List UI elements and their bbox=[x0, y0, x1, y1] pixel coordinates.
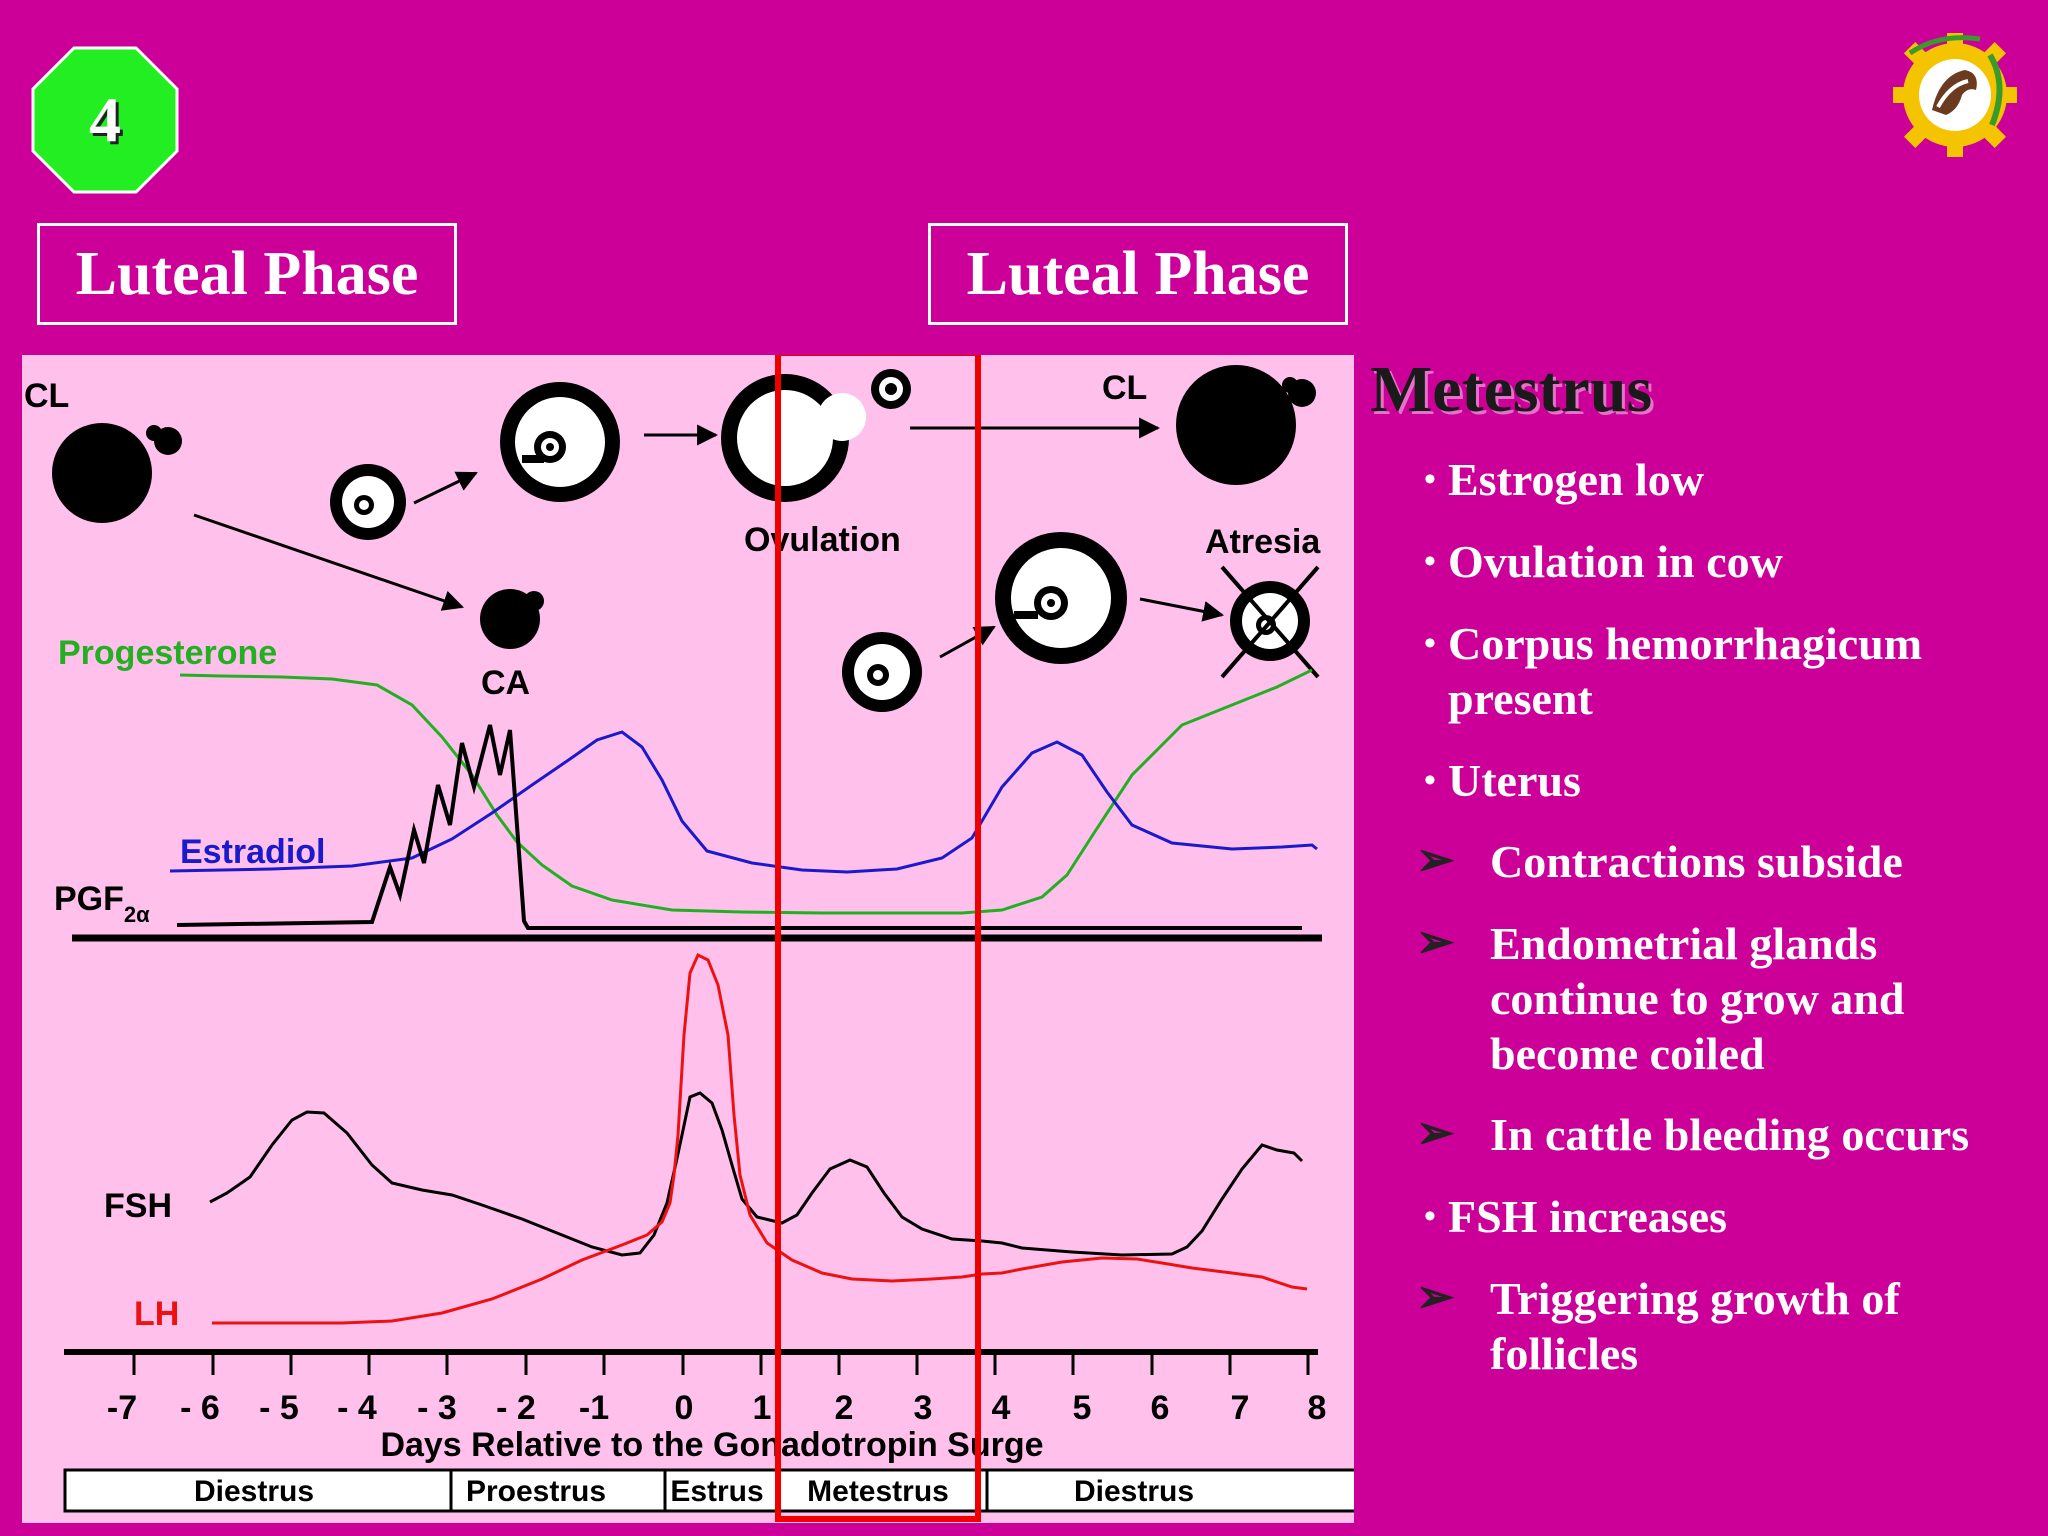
x-tick-label: -7 bbox=[107, 1389, 137, 1427]
x-tick-label: 0 bbox=[675, 1389, 694, 1427]
stage-label: Diestrus bbox=[1074, 1475, 1194, 1508]
stage-label: Proestrus bbox=[466, 1475, 606, 1508]
bullet-item: • Corpus hemorrhagicum present bbox=[1424, 618, 1923, 724]
x-tick-label: 4 bbox=[992, 1389, 1011, 1427]
small-follicle-2 bbox=[842, 632, 922, 712]
arrowhead-bullet-icon: ➢ bbox=[1416, 1107, 1455, 1158]
corpus-luteum-right bbox=[1176, 365, 1316, 485]
bullet-item: • Ovulation in cow bbox=[1424, 536, 1783, 587]
follicle-growth-arrow-3 bbox=[939, 625, 996, 659]
luteal-phase-label-left: Luteal Phase bbox=[37, 223, 457, 325]
ca-label: CA bbox=[481, 664, 530, 702]
regression-arrow bbox=[193, 513, 464, 611]
atretic-follicle bbox=[1220, 565, 1320, 679]
x-tick-label: - 2 bbox=[496, 1389, 536, 1427]
arrowhead-bullet-icon: ➢ bbox=[1416, 834, 1455, 885]
estrous-cycle-diagram: CL CL Ovulation Atresia CA Progesterone … bbox=[22, 355, 1354, 1523]
fsh-label: FSH bbox=[104, 1187, 172, 1225]
x-tick-label: - 5 bbox=[259, 1389, 299, 1427]
atresia-label: Atresia bbox=[1205, 523, 1321, 561]
small-follicle-1 bbox=[330, 464, 406, 540]
stage-label: Estrus bbox=[670, 1475, 763, 1508]
x-tick-label: 6 bbox=[1151, 1389, 1170, 1427]
metestrus-highlight-box bbox=[775, 355, 981, 1522]
institution-logo bbox=[1893, 33, 2017, 157]
x-tick-label: - 3 bbox=[417, 1389, 457, 1427]
x-tick-label: 2 bbox=[835, 1389, 854, 1427]
sub-item: ➢ Endometrial glands continue to grow and… bbox=[1416, 916, 1905, 1079]
sub-item: ➢ Contractions subside bbox=[1416, 834, 1903, 887]
side-title: Metestrus bbox=[1370, 353, 1653, 426]
sub-item: ➢ In cattle bleeding occurs bbox=[1416, 1107, 1970, 1160]
x-axis-title: Days Relative to the Gonadotropin Surge bbox=[380, 1426, 1043, 1464]
estradiol-curve bbox=[169, 730, 1318, 874]
atresia-arrow bbox=[1139, 597, 1225, 622]
bullet-item: • FSH increases bbox=[1424, 1191, 1727, 1242]
lh-curve bbox=[212, 952, 1308, 1325]
estrous-stage-bar bbox=[63, 1468, 1354, 1513]
stage-label: Metestrus bbox=[807, 1475, 949, 1508]
dominant-follicle-2 bbox=[995, 532, 1127, 664]
released-oocyte bbox=[871, 369, 911, 409]
luteal-phase-label-right: Luteal Phase bbox=[928, 223, 1348, 325]
arrowhead-bullet-icon: ➢ bbox=[1416, 1271, 1455, 1322]
x-tick-label: -1 bbox=[579, 1389, 609, 1427]
lh-label: LH bbox=[134, 1295, 179, 1333]
corpus-luteum-left bbox=[52, 423, 182, 523]
x-tick-label: 3 bbox=[914, 1389, 933, 1427]
x-tick-label: 1 bbox=[753, 1389, 772, 1427]
progesterone-label: Progesterone bbox=[58, 634, 277, 672]
ovulating-follicle bbox=[721, 374, 866, 502]
fsh-curve bbox=[209, 1091, 1304, 1257]
x-tick-label: 8 bbox=[1308, 1389, 1327, 1427]
bullet-item: • Uterus bbox=[1424, 755, 1581, 806]
corpus-albicans bbox=[480, 589, 544, 649]
stage-label: Diestrus bbox=[194, 1475, 314, 1508]
cl-label-left: CL bbox=[24, 377, 69, 415]
x-tick-label: - 4 bbox=[337, 1389, 377, 1427]
estradiol-label: Estradiol bbox=[180, 833, 325, 871]
cl-label-right: CL bbox=[1102, 369, 1147, 407]
bullet-item: • Estrogen low bbox=[1424, 454, 1704, 505]
slide-number-badge bbox=[31, 46, 179, 194]
sub-item: ➢ Triggering growth of follicles bbox=[1416, 1271, 1900, 1379]
progesterone-curve bbox=[179, 668, 1313, 915]
pgf2a-curve bbox=[176, 724, 1302, 930]
x-tick-label: 5 bbox=[1073, 1389, 1092, 1427]
ovulation-label: Ovulation bbox=[744, 521, 901, 559]
arrowhead-bullet-icon: ➢ bbox=[1416, 916, 1455, 967]
x-axis-tick-marks bbox=[132, 1352, 1310, 1375]
follicle-growth-arrow-1 bbox=[413, 471, 478, 505]
pgf2a-label: PGF2α bbox=[54, 880, 150, 927]
slide-number: 4 bbox=[89, 84, 121, 155]
x-tick-label: - 6 bbox=[180, 1389, 220, 1427]
x-tick-label: 7 bbox=[1231, 1389, 1250, 1427]
dominant-follicle-1 bbox=[500, 382, 620, 502]
